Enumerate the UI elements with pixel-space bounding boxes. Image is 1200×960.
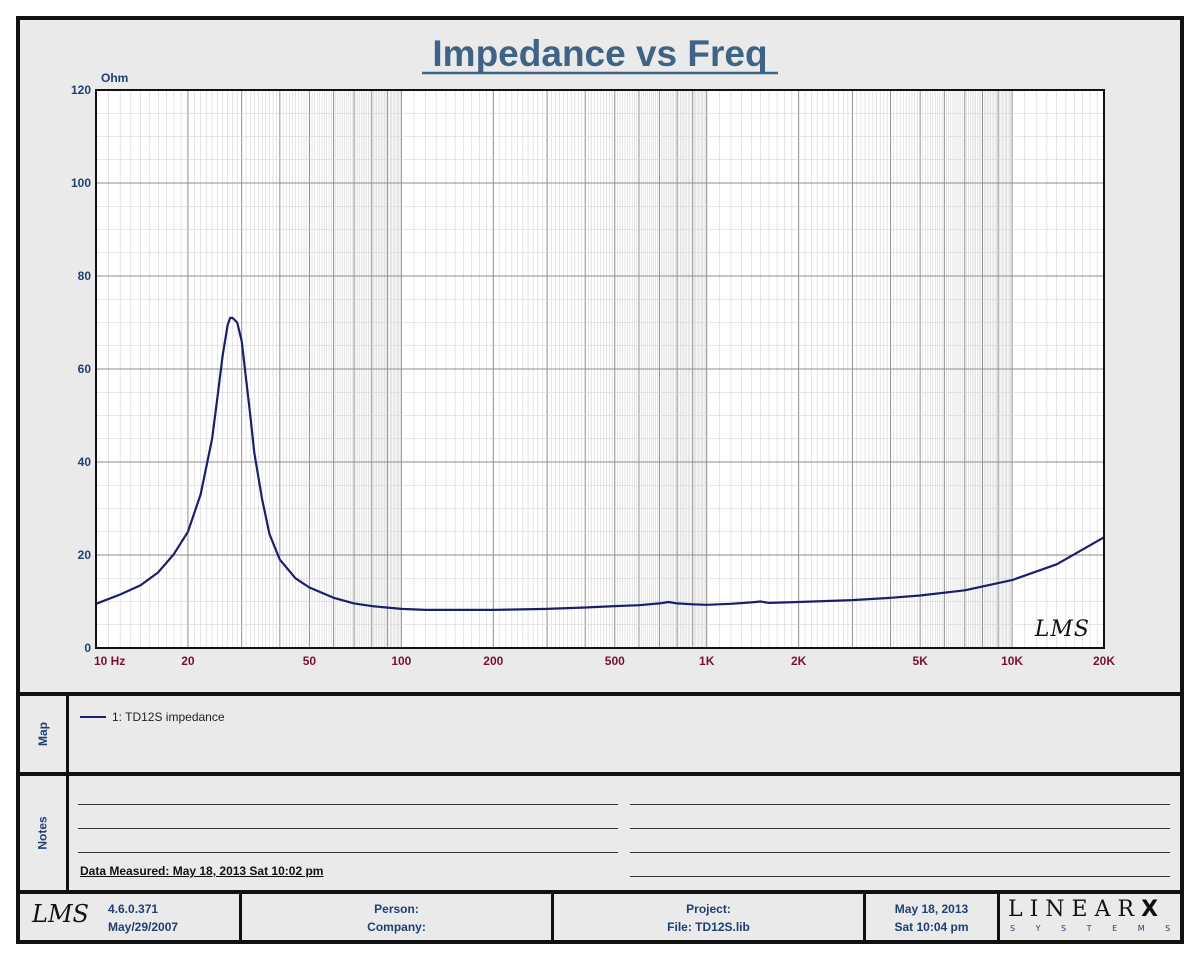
grid [96, 90, 1104, 648]
version-date: May/29/2007 [108, 920, 179, 934]
note-line [630, 852, 1170, 853]
tick-labels: 0 20 40 60 80 100 120 10 Hz 20 50 100 200 500 1K 2K 5K 1… [71, 83, 1115, 668]
x-tick-label: 100 [391, 654, 411, 668]
project-label: Project: [686, 902, 731, 916]
x-tick-label: 5K [912, 654, 928, 668]
footer-time: Sat 10:04 pm [894, 920, 969, 934]
y-axis-unit-label: Ohm [101, 71, 128, 85]
x-tick-label: 50 [303, 654, 317, 668]
chart-title: Impedance vs Freq [432, 33, 767, 74]
lms-watermark: LMS [1034, 617, 1090, 642]
note-line [630, 804, 1170, 805]
legend-entry[interactable]: 1: TD12S impedance [80, 710, 225, 724]
linearx-logo-top: LINEARX [1008, 897, 1159, 922]
footer-project-cell: Project: File: TD12S.lib [554, 894, 866, 940]
y-tick-label: 60 [78, 362, 92, 376]
footer-version-cell: LMS 4.6.0.371 May/29/2007 [20, 894, 242, 940]
map-panel: Map 1: TD12S impedance [16, 692, 1184, 774]
x-tick-label: 2K [791, 654, 807, 668]
y-tick-label: 0 [84, 641, 91, 655]
data-measured-text: Data Measured: May 18, 2013 Sat 10:02 pm [80, 864, 324, 878]
note-line [630, 828, 1170, 829]
series-line-td12s-impedance [95, 316, 1105, 612]
y-tick-label: 40 [78, 455, 92, 469]
footer-person-cell: Person: Company: [242, 894, 554, 940]
plot-border [95, 89, 1105, 649]
note-line [78, 828, 618, 829]
y-tick-label: 20 [78, 548, 92, 562]
footer-bar: LMS 4.6.0.371 May/29/2007 Person: Compan… [16, 892, 1184, 944]
x-tick-label: 200 [483, 654, 503, 668]
linearx-logo: LINEARX S Y S T E M S [1000, 894, 1180, 940]
note-line [78, 804, 618, 805]
y-tick-label: 80 [78, 269, 92, 283]
notes-panel: Notes Data Measured: May 18, 2013 Sat 10… [16, 774, 1184, 892]
linearx-logo-bottom: S Y S T E M S [1010, 924, 1180, 933]
x-tick-label: 10K [1001, 654, 1023, 668]
legend-entry-label: 1: TD12S impedance [112, 710, 225, 724]
series [95, 316, 1105, 612]
file-label: File: TD12S.lib [667, 920, 750, 934]
company-label: Company: [367, 920, 426, 934]
footer-date: May 18, 2013 [894, 902, 969, 916]
x-tick-label: 20 [181, 654, 195, 668]
x-tick-label: 1K [699, 654, 715, 668]
footer-date-cell: May 18, 2013 Sat 10:04 pm [866, 894, 1000, 940]
y-tick-label: 100 [71, 176, 91, 190]
x-tick-label: 500 [605, 654, 625, 668]
person-label: Person: [374, 902, 419, 916]
y-tick-label: 120 [71, 83, 91, 97]
x-tick-label: 10 Hz [94, 654, 125, 668]
version-number: 4.6.0.371 [108, 902, 159, 916]
notes-side-label: Notes [20, 776, 69, 890]
map-side-label: Map [20, 696, 69, 772]
impedance-chart: Impedance vs Freq Ohm 0 20 40 60 80 100 120 10 … [71, 33, 1115, 668]
note-line [630, 876, 1170, 877]
x-tick-label: 20K [1093, 654, 1115, 668]
legend-line-swatch [80, 716, 106, 718]
note-line [78, 852, 618, 853]
footer-lms-logo: LMS [32, 900, 89, 928]
